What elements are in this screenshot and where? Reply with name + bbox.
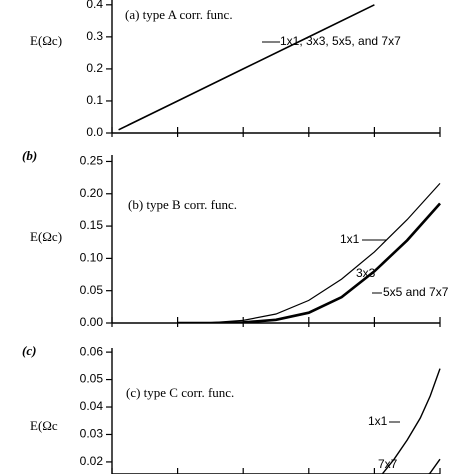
y-tick-label: 0.05 (80, 372, 104, 386)
y-tick-label: 0.15 (80, 218, 104, 232)
panel-title: (c) type C corr. func. (126, 385, 234, 400)
y-axis-label: E(Ωc) (30, 33, 62, 48)
panel-title: (a) type A corr. func. (125, 7, 233, 22)
y-tick-label: 0.02 (80, 454, 104, 468)
y-tick-label: 0.3 (86, 29, 103, 43)
series-label: 1x1, 3x3, 5x5, and 7x7 (280, 34, 401, 48)
panel: 0.00 0.05 0.10 0.15 0.20 0.25 (b) type B corr.… (22, 148, 449, 329)
series-line (118, 4, 375, 131)
y-tick-label: 0.25 (80, 154, 104, 168)
series-label: 5x5 and 7x7 (383, 285, 449, 299)
series-line (381, 368, 441, 474)
y-tick-label: 0.2 (86, 61, 103, 75)
series-label: 7x7 (378, 457, 398, 471)
series-label: 1x1 (368, 414, 388, 428)
y-tick-label: 0.20 (80, 186, 104, 200)
series-label: 1x1 (340, 232, 360, 246)
y-axis-label: E(Ωc (30, 418, 58, 433)
y-tick-label: 0.03 (80, 427, 104, 441)
series-line (177, 203, 441, 323)
y-tick-label: 0.10 (80, 251, 104, 265)
panel: 0.02 0.03 0.04 0.05 0.06 (c) type C corr. fun… (22, 343, 441, 474)
y-tick-label: 0.4 (86, 0, 103, 11)
y-tick-label: 0.04 (80, 399, 104, 413)
y-tick-label: 0.06 (80, 344, 104, 358)
y-tick-label: 0.00 (80, 315, 104, 329)
y-tick-label: 0.05 (80, 283, 104, 297)
y-axis-label: E(Ωc) (30, 229, 62, 244)
panel: 0.0 0.1 0.2 0.3 0.4 (a) type A corr. func. E(Ω… (30, 0, 441, 139)
panel-title: (b) type B corr. func. (128, 197, 237, 212)
y-tick-label: 0.1 (86, 93, 103, 107)
series-line (427, 458, 441, 474)
y-tick-label: 0.0 (86, 125, 103, 139)
series-line (177, 202, 441, 323)
series-label: 3x3 (356, 266, 376, 280)
panel-label: (b) (22, 148, 37, 163)
panel-label: (c) (22, 343, 36, 358)
